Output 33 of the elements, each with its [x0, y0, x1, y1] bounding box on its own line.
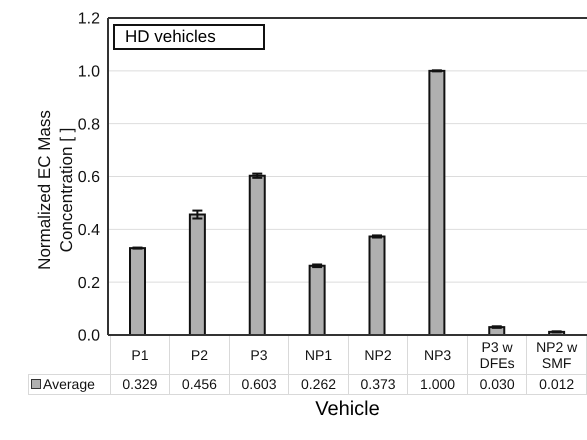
data-label: 0.030 [467, 374, 527, 394]
x-tick-label: NP2 w SMF [526, 336, 586, 374]
y-tick-label: 0.2 [78, 274, 100, 292]
bar [129, 247, 146, 335]
y-tick-label: 0.8 [78, 116, 100, 134]
bar [428, 70, 446, 335]
y-tick-label: 0.0 [78, 328, 100, 345]
data-label: 0.456 [170, 374, 230, 394]
data-label: 1.000 [408, 374, 468, 394]
data-label: 0.329 [110, 374, 170, 394]
x-tick-label: P3 w DFEs [467, 336, 527, 374]
legend-label: Average [43, 376, 95, 392]
data-label: 0.012 [526, 374, 586, 394]
x-tick-label: NP1 [288, 336, 348, 374]
x-tick-label: NP2 [348, 336, 408, 374]
y-axis-title: Normalized EC Mass Concentration [ ] [35, 110, 76, 270]
y-tick-label: 0.6 [78, 169, 100, 186]
data-label: 0.603 [229, 374, 289, 394]
bar [368, 235, 386, 335]
x-tick-label: P1 [110, 336, 170, 374]
y-tick-label: 1.0 [78, 64, 100, 81]
y-tick-label: 1.2 [78, 10, 100, 28]
data-label: 0.373 [348, 374, 408, 394]
bar [308, 264, 326, 335]
bar [248, 174, 266, 335]
x-tick-label: P2 [170, 336, 230, 374]
x-tick-label: NP3 [408, 336, 468, 374]
x-tick-label: P3 [229, 336, 289, 374]
x-axis-title: Vehicle [314, 398, 381, 421]
y-tick-label: 0.4 [78, 222, 100, 240]
bar [188, 214, 206, 335]
annotation: HD vehicles [113, 24, 265, 50]
data-label: 0.262 [288, 374, 348, 394]
